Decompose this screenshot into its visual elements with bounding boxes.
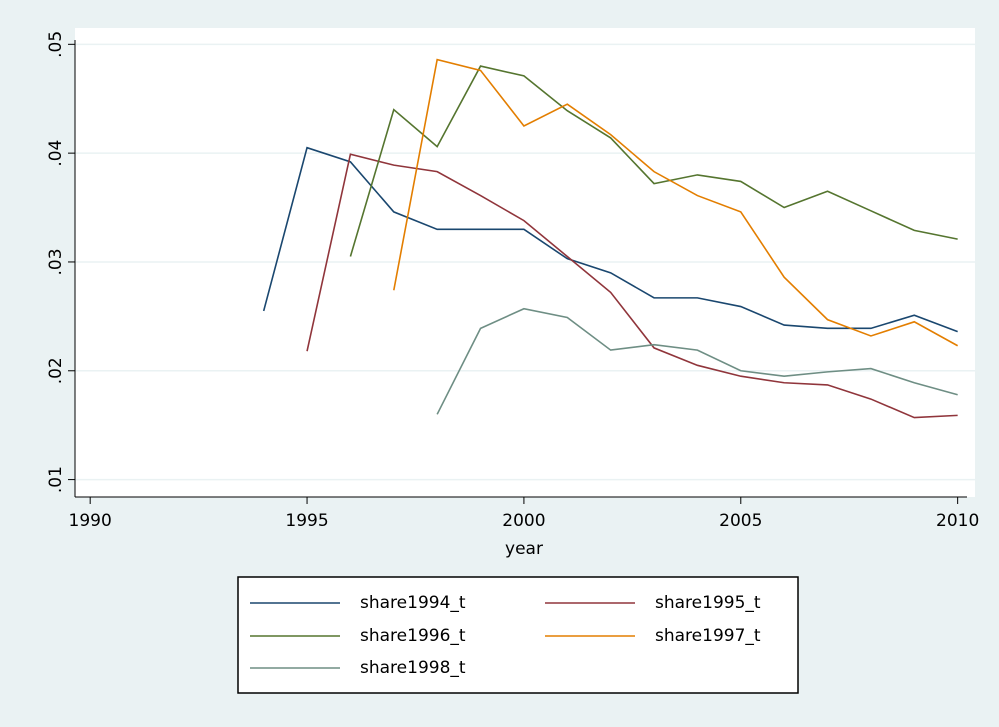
x-tick-label: 2010 (936, 511, 979, 531)
series-line (436, 307, 958, 415)
legend-label: share1998_t (360, 658, 466, 678)
y-tick-label: .05 (46, 31, 66, 58)
x-tick-label: 1990 (69, 511, 112, 531)
legend-label: share1996_t (360, 626, 466, 646)
legend-label: share1997_t (655, 626, 761, 646)
y-tick-label: .03 (46, 248, 66, 275)
series-line (349, 65, 958, 257)
legend (237, 576, 799, 694)
y-tick-label: .04 (46, 140, 66, 167)
x-tick-label: 2005 (719, 511, 762, 531)
x-tick-label: 2000 (502, 511, 545, 531)
series-line (393, 58, 959, 347)
series-line (306, 153, 958, 419)
x-axis-title: year (505, 539, 543, 559)
legend-label: share1994_t (360, 593, 466, 613)
y-tick-label: .01 (46, 466, 66, 493)
series-line (262, 146, 958, 333)
legend-label: share1995_t (655, 593, 761, 613)
y-tick-label: .02 (46, 357, 66, 384)
x-tick-label: 1995 (285, 511, 328, 531)
